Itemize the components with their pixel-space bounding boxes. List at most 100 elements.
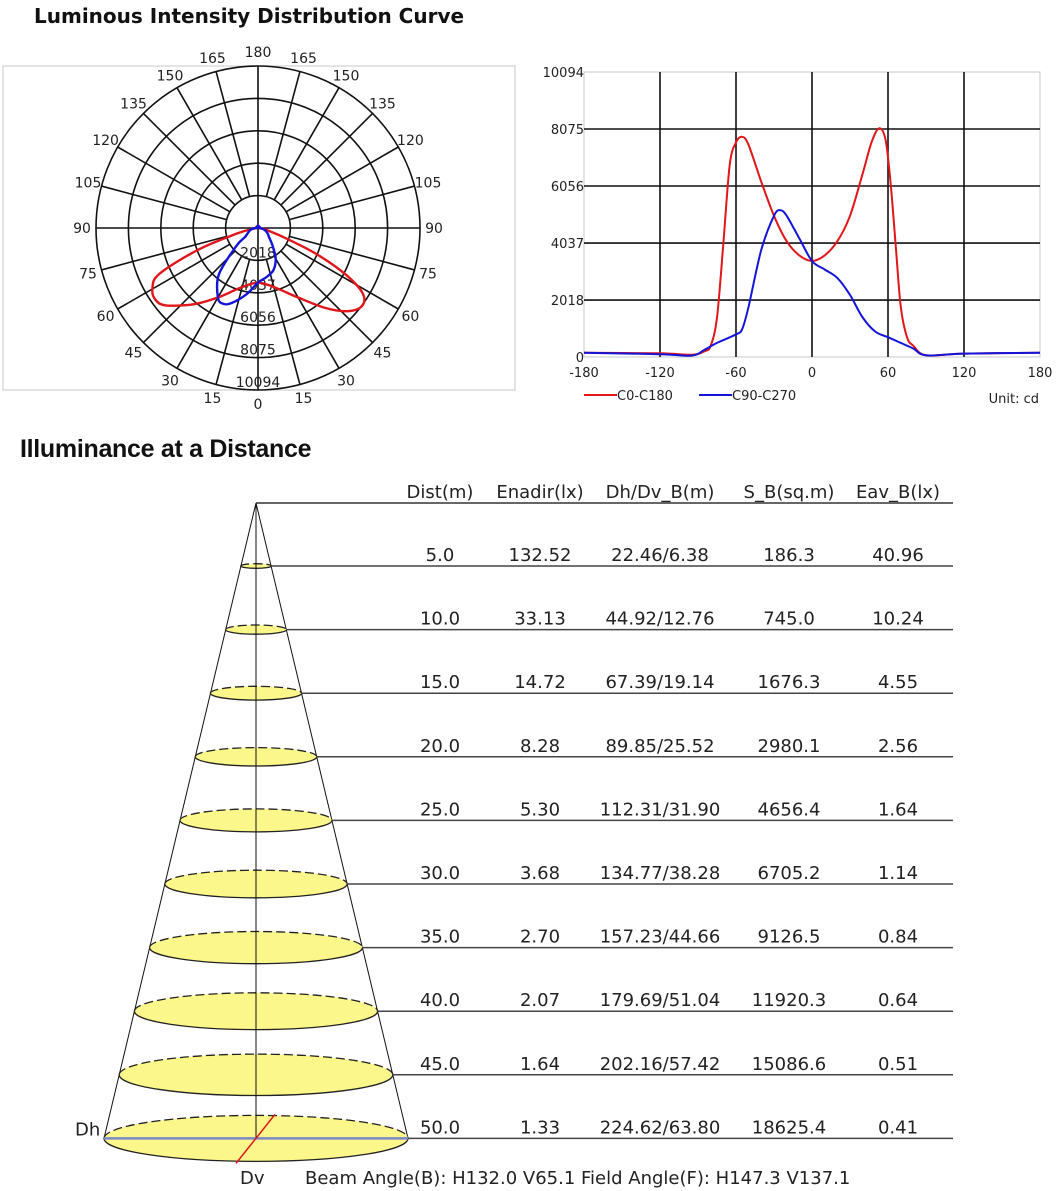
table-cell: 40.0 — [420, 990, 460, 1011]
table-cell: 112.31/31.90 — [600, 799, 721, 820]
polar-radial-label: 8075 — [240, 343, 276, 359]
x-tick-label: -60 — [725, 366, 746, 381]
polar-spoke — [273, 255, 340, 369]
unit-label: Unit: cd — [989, 392, 1039, 407]
table-cell: 10.24 — [872, 609, 924, 630]
table-cell: 22.46/6.38 — [611, 545, 709, 566]
table-cell: 1676.3 — [758, 672, 821, 693]
polar-spoke — [280, 112, 374, 206]
legend-label: C0-C180 — [617, 389, 673, 404]
table-cell: 179.69/51.04 — [600, 990, 721, 1011]
table-cell: 3.68 — [520, 863, 560, 884]
dv-line — [235, 1113, 276, 1164]
dv-label: Dv — [240, 1168, 265, 1189]
table-cell: 0.41 — [878, 1117, 918, 1138]
beam-spot-front-edge — [103, 1138, 409, 1163]
column-header: Eav_B(lx) — [856, 482, 940, 503]
beam-spot-back-edge — [194, 746, 318, 757]
polar-spoke — [289, 235, 415, 271]
polar-angle-label: 120 — [397, 133, 424, 149]
polar-angle-label: 30 — [161, 373, 179, 389]
polar-angle-label: 30 — [337, 373, 355, 389]
polar-angle-label: 105 — [75, 175, 102, 191]
polar-angle-label: 105 — [415, 175, 442, 191]
y-tick-label: 0 — [576, 351, 584, 366]
dh-label: Dh — [75, 1119, 100, 1140]
table-cell: 45.0 — [420, 1054, 460, 1075]
polar-spoke — [176, 87, 243, 201]
table-cell: 25.0 — [420, 799, 460, 820]
table-cell: 2.56 — [878, 736, 918, 757]
polar-spoke — [142, 250, 236, 344]
polar-spoke — [101, 235, 227, 271]
table-cell: 35.0 — [420, 927, 460, 948]
polar-angle-label: 150 — [157, 69, 184, 85]
polar-angle-label: 60 — [97, 309, 115, 325]
polar-spoke — [273, 87, 340, 201]
column-header: Enadir(lx) — [496, 482, 583, 503]
table-cell: 15086.6 — [752, 1054, 826, 1075]
polar-spoke — [176, 255, 243, 369]
polar-angle-label: 165 — [290, 51, 317, 67]
polar-angle-label: 60 — [402, 309, 420, 325]
table-cell: 186.3 — [763, 545, 815, 566]
polar-radial-label: 10094 — [236, 375, 281, 391]
table-cell: 224.62/63.80 — [600, 1117, 721, 1138]
polar-angle-label: 135 — [120, 97, 147, 113]
table-cell: 745.0 — [763, 609, 815, 630]
table-cell: 5.0 — [426, 545, 455, 566]
y-tick-label: 2018 — [551, 294, 584, 309]
polar-angle-label: 90 — [73, 221, 91, 237]
table-cell: 1.64 — [520, 1054, 560, 1075]
polar-spoke — [265, 71, 301, 197]
table-cell: 33.13 — [514, 609, 566, 630]
y-tick-label: 4037 — [551, 237, 584, 252]
table-cell: 15.0 — [420, 672, 460, 693]
polar-angle-label: 75 — [419, 267, 437, 283]
table-cell: 8.28 — [520, 736, 560, 757]
beam-spot-back-edge — [118, 1053, 394, 1075]
x-tick-label: 120 — [952, 366, 977, 381]
table-cell: 11920.3 — [752, 990, 826, 1011]
table-cell: 157.23/44.66 — [600, 927, 721, 948]
table-cell: 0.84 — [878, 927, 918, 948]
polar-angle-label: 120 — [92, 133, 119, 149]
y-tick-label: 8075 — [551, 123, 584, 138]
y-tick-label: 6056 — [551, 180, 584, 195]
legend-label: C90-C270 — [732, 389, 796, 404]
table-cell: 50.0 — [420, 1117, 460, 1138]
polar-angle-label: 90 — [425, 221, 443, 237]
table-cell: 2.70 — [520, 927, 560, 948]
table-cell: 2.07 — [520, 990, 560, 1011]
polar-angle-label: 75 — [79, 267, 97, 283]
table-cell: 9126.5 — [758, 927, 821, 948]
polar-angle-label: 15 — [295, 391, 313, 407]
table-cell: 30.0 — [420, 863, 460, 884]
table-cell: 6705.2 — [758, 863, 821, 884]
polar-spoke — [280, 250, 374, 344]
table-cell: 20.0 — [420, 736, 460, 757]
column-header: Dist(m) — [407, 482, 474, 503]
table-cell: 10.0 — [420, 609, 460, 630]
x-tick-label: 0 — [808, 366, 816, 381]
polar-spoke — [215, 259, 251, 385]
polar-spoke — [101, 185, 227, 221]
table-cell: 1.64 — [878, 799, 918, 820]
table-cell: 4656.4 — [758, 799, 821, 820]
polar-angle-label: 45 — [125, 345, 143, 361]
polar-angle-label: 45 — [374, 345, 392, 361]
polar-radial-label: 2018 — [240, 245, 276, 261]
table-cell: 132.52 — [509, 545, 572, 566]
line-series-c90-c270 — [583, 209, 1041, 357]
table-cell: 40.96 — [872, 545, 924, 566]
beam-field-angle-footer: Beam Angle(B): H132.0 V65.1 Field Angle(… — [305, 1168, 850, 1189]
polar-spoke — [285, 243, 399, 310]
polar-spoke — [142, 112, 236, 206]
polar-angle-label: 165 — [199, 51, 226, 67]
polar-spoke — [285, 146, 399, 213]
polar-spoke — [215, 71, 251, 197]
x-tick-label: -120 — [645, 366, 675, 381]
table-cell: 0.64 — [878, 990, 918, 1011]
y-tick-label: 10094 — [543, 66, 584, 81]
table-cell: 18625.4 — [752, 1117, 826, 1138]
